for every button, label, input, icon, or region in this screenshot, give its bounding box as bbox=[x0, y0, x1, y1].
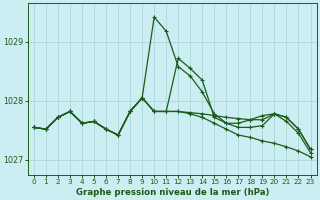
X-axis label: Graphe pression niveau de la mer (hPa): Graphe pression niveau de la mer (hPa) bbox=[76, 188, 269, 197]
